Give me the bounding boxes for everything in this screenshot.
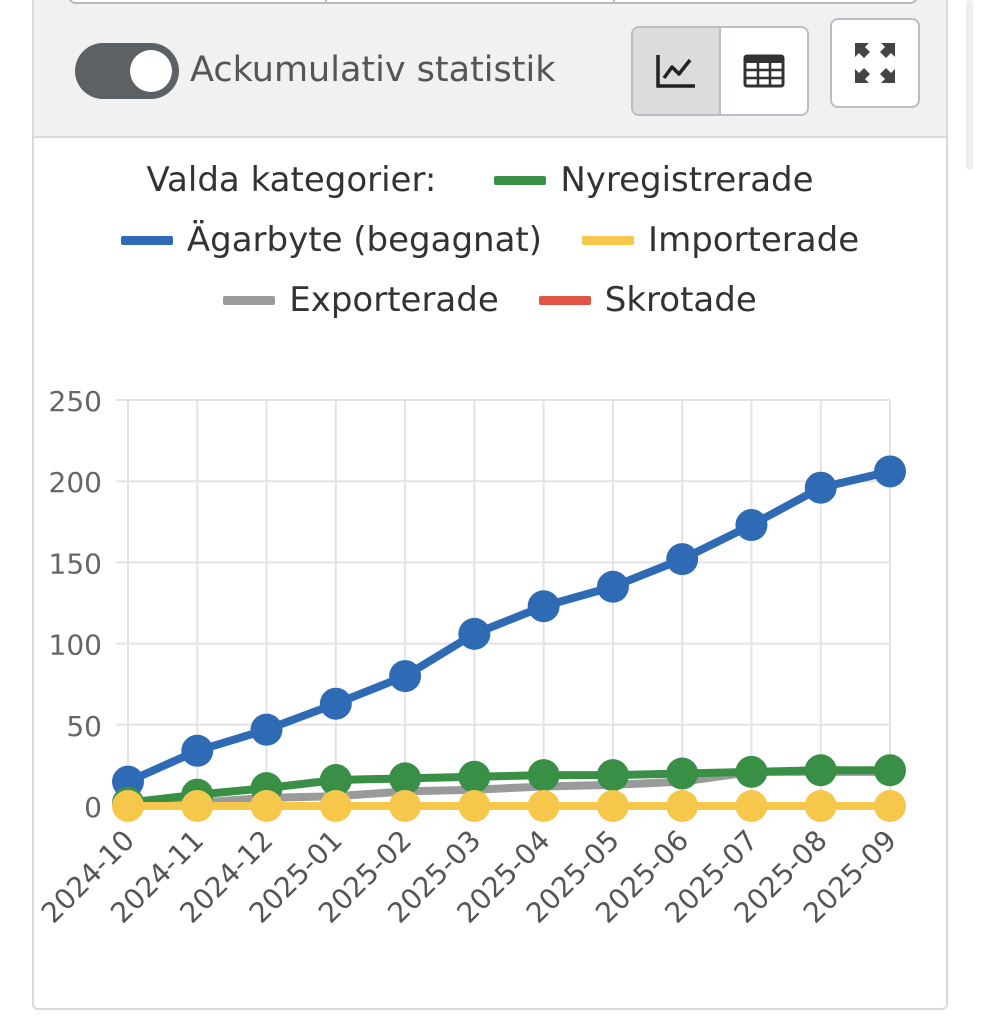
data-point: [596, 570, 629, 603]
legend-item-importerade[interactable]: Importerade: [582, 220, 859, 260]
data-point: [250, 790, 283, 822]
data-point: [735, 790, 768, 822]
data-point: [319, 790, 352, 822]
y-tick-label: 50: [66, 710, 102, 743]
data-point: [112, 790, 144, 822]
legend-label: Ägarbyte (begagnat): [186, 220, 543, 260]
line-chart-icon: [656, 55, 695, 88]
y-tick-label: 150: [49, 547, 102, 580]
legend-swatch: [582, 235, 635, 245]
legend-swatch: [538, 295, 591, 305]
view-mode-group: [631, 26, 809, 116]
data-point: [458, 760, 491, 793]
legend-label: Skrotade: [604, 280, 757, 320]
statistics-card: Ackumulativ statistik: [32, 0, 948, 1010]
table-icon: [743, 54, 785, 88]
data-point: [389, 790, 422, 822]
data-point: [181, 734, 214, 767]
fullscreen-button[interactable]: [830, 18, 920, 108]
data-point: [527, 590, 560, 623]
legend-item-nyregistrerade[interactable]: Nyregistrerade: [494, 160, 814, 200]
legend-label: Nyregistrerade: [560, 160, 814, 200]
chart-toolbar: Ackumulativ statistik: [34, 0, 946, 138]
data-point: [735, 755, 768, 788]
data-point: [596, 790, 629, 822]
data-point: [458, 617, 491, 650]
data-point: [804, 754, 837, 787]
y-tick-label: 0: [84, 791, 102, 824]
y-tick-label: 250: [49, 385, 102, 418]
y-tick-label: 200: [49, 466, 102, 499]
chart-view-button[interactable]: [633, 28, 721, 114]
page-scrollbar[interactable]: [966, 0, 973, 170]
cumulative-toggle[interactable]: [75, 43, 179, 99]
data-point: [527, 790, 560, 822]
data-point: [527, 759, 560, 792]
data-point: [666, 790, 699, 822]
data-point: [319, 687, 352, 720]
previous-button-row: [68, 0, 918, 4]
legend-item-skrotade[interactable]: Skrotade: [538, 280, 757, 320]
data-point: [874, 754, 906, 787]
line-chart: 0501001502002502024-102024-112024-122025…: [35, 385, 906, 930]
data-point: [735, 509, 768, 542]
legend-item-exporterade[interactable]: Exporterade: [223, 280, 499, 320]
series-line: [124, 467, 894, 786]
data-point: [874, 790, 906, 822]
data-point: [458, 790, 491, 822]
data-point: [250, 713, 283, 746]
legend-label: Exporterade: [289, 280, 499, 320]
data-point: [389, 762, 422, 795]
data-point: [181, 790, 214, 822]
legend-label: Importerade: [648, 220, 860, 260]
cumulative-toggle-label: Ackumulativ statistik: [190, 50, 556, 90]
table-view-button[interactable]: [721, 28, 807, 114]
legend-swatch: [494, 175, 547, 185]
y-tick-label: 100: [49, 629, 102, 662]
legend-title: Valda kategorier:: [146, 160, 437, 200]
toggle-knob: [130, 50, 172, 92]
data-point: [666, 757, 699, 790]
chart-legend: Valda kategorier: Nyregistrerade Ägarbyt…: [34, 152, 946, 332]
data-point: [804, 471, 837, 504]
data-point: [666, 543, 699, 576]
data-point: [389, 660, 422, 693]
data-point: [874, 455, 906, 488]
legend-swatch: [223, 295, 276, 305]
data-point: [319, 764, 352, 797]
data-point: [596, 759, 629, 792]
legend-swatch: [120, 235, 173, 245]
legend-item-agarbyte[interactable]: Ägarbyte (begagnat): [120, 220, 543, 260]
expand-arrows-icon: [855, 43, 895, 83]
data-point: [804, 790, 837, 822]
